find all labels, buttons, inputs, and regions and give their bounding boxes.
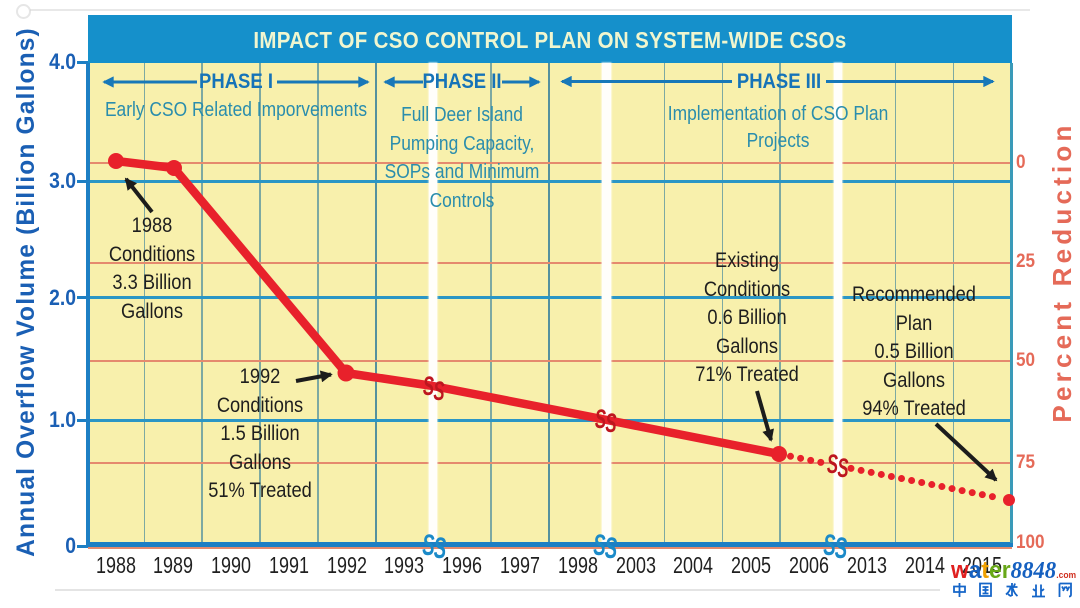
svg-text:S: S (837, 453, 848, 483)
svg-text:S: S (593, 529, 606, 563)
svg-text:S: S (823, 529, 836, 563)
svg-text:S: S (827, 449, 838, 479)
svg-text:S: S (434, 532, 447, 566)
svg-text:S: S (835, 532, 848, 566)
svg-text:S: S (605, 408, 616, 438)
svg-text:S: S (422, 529, 435, 563)
svg-text:S: S (423, 371, 434, 401)
svg-text:S: S (595, 404, 606, 434)
svg-text:S: S (433, 376, 444, 406)
svg-text:S: S (605, 532, 618, 566)
